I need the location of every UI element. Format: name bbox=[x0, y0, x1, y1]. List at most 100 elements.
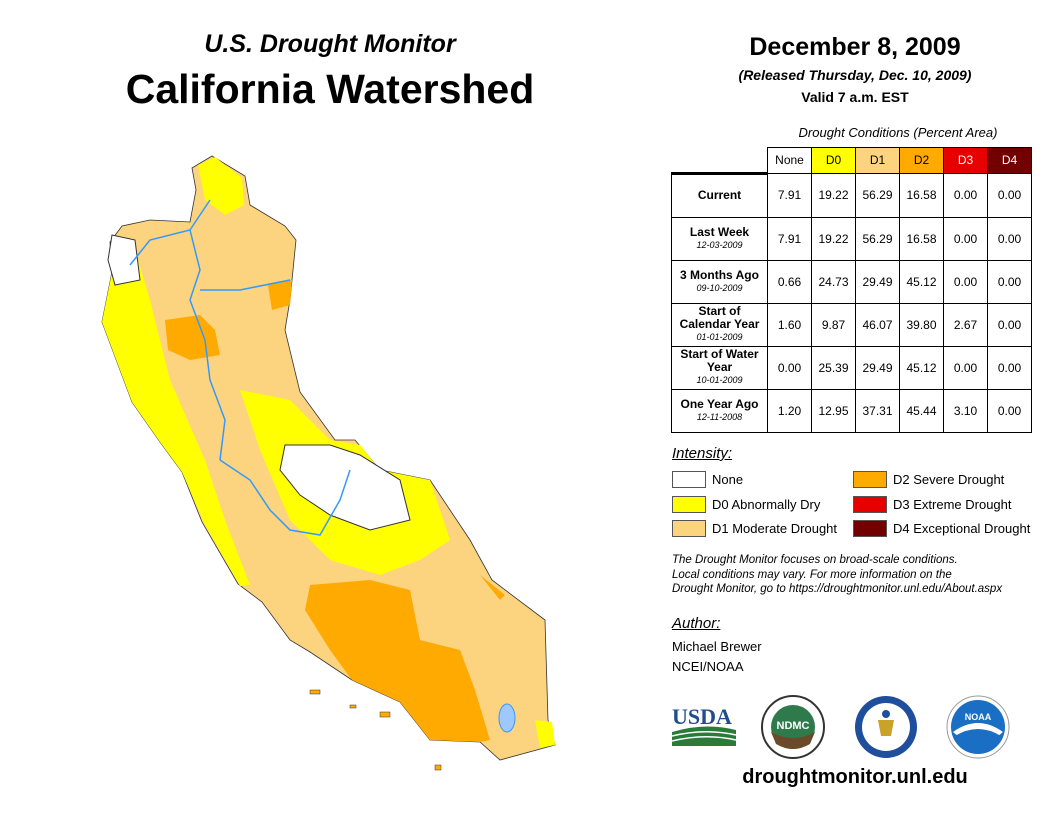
table-cell: 0.00 bbox=[987, 216, 1032, 261]
swatch-none bbox=[672, 471, 706, 488]
row-date: 01-01-2009 bbox=[696, 332, 743, 342]
col-none: None bbox=[767, 147, 812, 174]
river-san-joaquin bbox=[219, 459, 351, 536]
table-cell: 0.00 bbox=[767, 345, 812, 390]
note-line: The Drought Monitor focuses on broad-sca… bbox=[672, 554, 958, 566]
legend-none: None bbox=[672, 471, 743, 488]
table-cell: 1.60 bbox=[767, 302, 812, 347]
legend-label: D1 Moderate Drought bbox=[712, 521, 838, 536]
legend-label: D3 Extreme Drought bbox=[893, 497, 1012, 512]
row-date: 12-03-2009 bbox=[696, 239, 743, 250]
col-d4: D4 bbox=[987, 147, 1032, 174]
row-label-text: Start of Water Year bbox=[680, 347, 759, 374]
row-date: 12-11-2008 bbox=[696, 411, 743, 422]
swatch-d1 bbox=[672, 520, 706, 537]
table-cell: 19.22 bbox=[811, 216, 856, 261]
california-watershed-map bbox=[101, 155, 556, 771]
table-cell: 46.07 bbox=[855, 302, 900, 347]
table-cell: 0.00 bbox=[987, 259, 1032, 304]
page-title: California Watershed bbox=[125, 66, 535, 112]
table-cell: 29.49 bbox=[855, 345, 900, 390]
table-cell: 0.00 bbox=[943, 172, 988, 218]
release-date: (Released Thursday, Dec. 10, 2009) bbox=[738, 67, 972, 83]
drought-conditions-table: None D0 D1 D2 D3 D4 Current 7.91 19.22 56.2… bbox=[671, 147, 1032, 433]
table-cell: 7.91 bbox=[767, 172, 812, 218]
legend-label: D4 Exceptional Drought bbox=[893, 521, 1031, 536]
row-date: 10-01-2009 bbox=[696, 375, 743, 385]
map-d0-south bbox=[535, 720, 555, 748]
table-cell: 0.66 bbox=[767, 259, 812, 304]
row-label: Last Week 12-03-2009 bbox=[671, 216, 768, 261]
map-rivers bbox=[129, 199, 351, 536]
table-cell: 0.00 bbox=[987, 172, 1032, 218]
subtitle: U.S. Drought Monitor bbox=[204, 30, 456, 58]
map-d2-se bbox=[480, 575, 505, 600]
table-cell: 25.39 bbox=[811, 345, 856, 390]
map-date: December 8, 2009 bbox=[749, 33, 961, 61]
table-row: Current 7.91 19.22 56.29 16.58 0.00 0.00 bbox=[671, 172, 1032, 218]
table-row: Start of Calendar Year 01-01-2009 1.60 9.87… bbox=[671, 302, 1032, 347]
ndmc-logo: NDMC bbox=[761, 695, 825, 759]
table-cell: 45.12 bbox=[899, 259, 944, 304]
legend-title: Intensity: bbox=[672, 445, 733, 462]
swatch-d0 bbox=[672, 496, 706, 513]
col-d2: D2 bbox=[899, 147, 944, 174]
row-label: Current bbox=[671, 172, 768, 218]
table-cell: 0.00 bbox=[943, 345, 988, 390]
map-d2-south bbox=[305, 580, 490, 742]
table-caption: Drought Conditions (Percent Area) bbox=[798, 125, 998, 140]
table-cell: 56.29 bbox=[855, 172, 900, 218]
river-pit bbox=[200, 279, 291, 291]
author-info: Michael Brewer NCEI/NOAA bbox=[672, 637, 762, 677]
row-label-text: Last Week bbox=[689, 224, 750, 239]
table-header-row: None D0 D1 D2 D3 D4 bbox=[671, 147, 1032, 175]
table-cell: 0.00 bbox=[943, 259, 988, 304]
row-label-text: One Year Ago bbox=[680, 396, 759, 411]
ndmc-text: NDMC bbox=[777, 720, 810, 732]
table-cell: 7.91 bbox=[767, 216, 812, 261]
legend-d1: D1 Moderate Drought bbox=[672, 520, 837, 537]
legend-d3: D3 Extreme Drought bbox=[853, 496, 1012, 513]
table-row: One Year Ago 12-11-2008 1.20 12.95 37.31 45.4… bbox=[671, 388, 1032, 433]
table-cell: 9.87 bbox=[811, 302, 856, 347]
table-cell: 19.22 bbox=[811, 172, 856, 218]
website-url[interactable]: droughtmonitor.unl.edu bbox=[742, 766, 968, 788]
map-d0-coast bbox=[102, 245, 250, 586]
note-line: Local conditions may vary. For more info… bbox=[672, 568, 952, 581]
row-label: One Year Ago 12-11-2008 bbox=[671, 388, 768, 433]
author-name: Michael Brewer bbox=[672, 639, 762, 654]
row-label: Start of Water Year 10-01-2009 bbox=[671, 345, 768, 390]
table-row: Last Week 12-03-2009 7.91 19.22 56.29 16.58 0.… bbox=[671, 216, 1032, 261]
swatch-d2 bbox=[853, 471, 887, 488]
legend-label: D2 Severe Drought bbox=[893, 472, 1005, 487]
table-cell: 12.95 bbox=[811, 388, 856, 433]
river-sacramento bbox=[129, 199, 226, 461]
disclaimer-note: The Drought Monitor focuses on broad-sca… bbox=[672, 553, 1002, 597]
swatch-d3 bbox=[853, 496, 887, 513]
col-d3: D3 bbox=[943, 147, 988, 174]
usda-logo: USDA bbox=[671, 704, 737, 746]
table-cell: 0.00 bbox=[943, 216, 988, 261]
table-cell: 1.20 bbox=[767, 388, 812, 433]
legend-d2: D2 Severe Drought bbox=[853, 471, 1004, 488]
table-row: 3 Months Ago 09-10-2009 0.66 24.73 29.49 45.1… bbox=[671, 259, 1032, 304]
legend-d0: D0 Abnormally Dry bbox=[672, 496, 820, 513]
table-cell: 24.73 bbox=[811, 259, 856, 304]
map-none-sierra bbox=[279, 444, 411, 531]
table-cell: 29.49 bbox=[855, 259, 900, 304]
usda-text: USDA bbox=[672, 704, 732, 729]
map-salton-sea bbox=[498, 703, 516, 733]
table-cell: 2.67 bbox=[943, 302, 988, 347]
commerce-seal bbox=[855, 696, 917, 758]
table-cell: 37.31 bbox=[855, 388, 900, 433]
row-label: Start of Calendar Year 01-01-2009 bbox=[671, 302, 768, 347]
row-label-text: Start of Calendar Year bbox=[679, 304, 760, 331]
map-none-north bbox=[107, 234, 141, 286]
table-row: Start of Water Year 10-01-2009 0.00 25.39 29… bbox=[671, 345, 1032, 390]
author-label: Author: bbox=[672, 615, 721, 632]
valid-time: Valid 7 a.m. EST bbox=[801, 89, 909, 105]
noaa-logo: NOAA bbox=[946, 695, 1010, 759]
row-label-text: 3 Months Ago bbox=[680, 267, 759, 282]
table-cell: 3.10 bbox=[943, 388, 988, 433]
